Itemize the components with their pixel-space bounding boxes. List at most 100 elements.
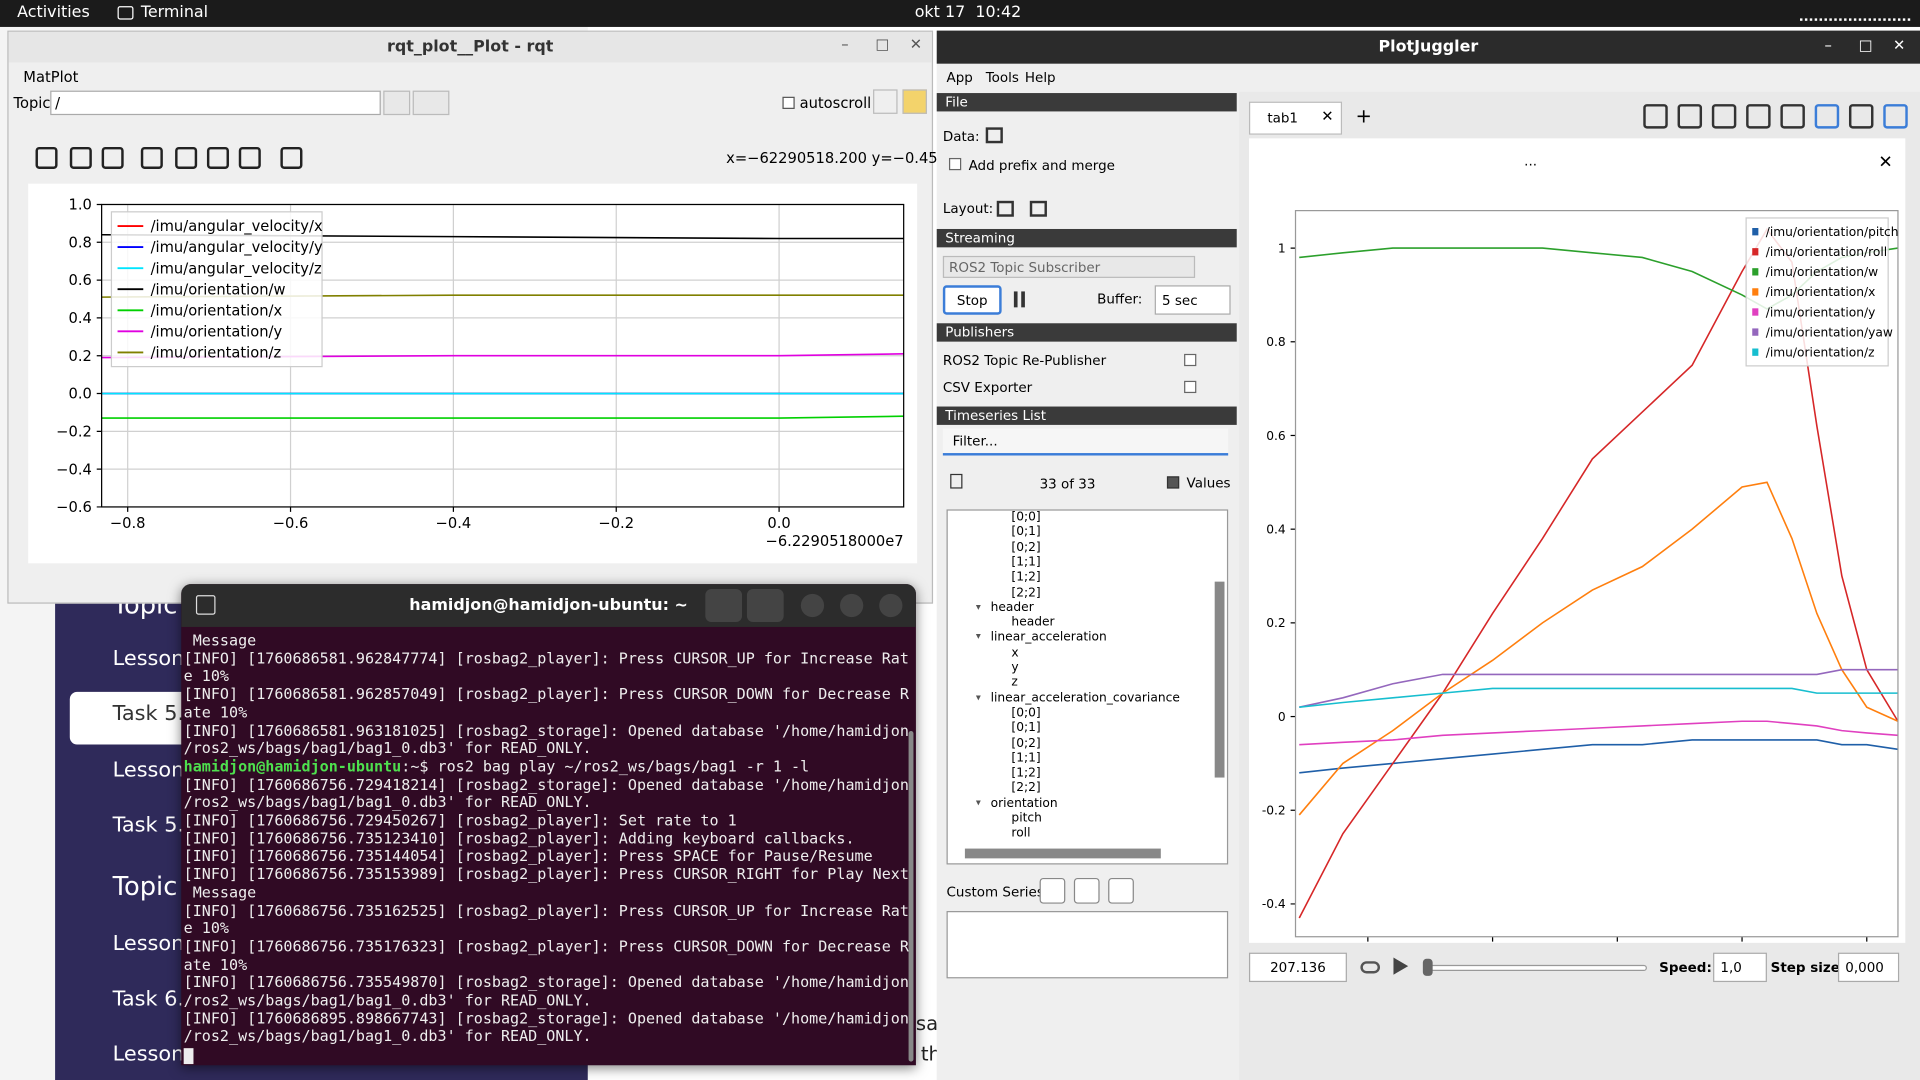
window-button[interactable]: □ [875,35,890,53]
tree-item[interactable]: [0;2] [1011,736,1041,750]
toolbar-button[interactable] [1711,104,1737,129]
tree-item[interactable]: header [990,600,1034,615]
slider-handle[interactable] [1422,958,1433,976]
stop-label: Stop [956,292,988,309]
toolbar-button[interactable] [35,146,58,169]
toolbar-button[interactable] [280,146,303,169]
window-button[interactable] [840,593,864,618]
tree-item[interactable]: x [1011,646,1019,660]
load-data[interactable] [985,127,1003,144]
toolbar-button[interactable] [1643,104,1668,129]
title-bar [8,31,932,63]
tree-item[interactable]: [0;0] [1011,706,1041,720]
topic-input[interactable]: / [50,90,381,116]
stop-button[interactable]: Stop [942,285,1002,315]
tree-item[interactable]: [1;1] [1011,555,1041,570]
sidebar-item[interactable]: Task 5. [112,701,185,727]
toolbar-button[interactable] [101,146,124,169]
load-layout[interactable] [996,200,1014,217]
source-select[interactable]: ROS2 Topic Subscriber [942,255,1196,278]
app-menu[interactable]: Terminal [140,3,209,23]
custom-button[interactable] [1108,877,1134,904]
clock[interactable]: okt 17 10:42 [914,3,1022,23]
speed-input[interactable]: 1,0 [1713,952,1767,983]
tree-item[interactable]: [1;2] [1011,570,1041,585]
tree-item[interactable]: [1;2] [1011,766,1041,781]
toolbar-button[interactable] [1746,104,1771,129]
pause-button[interactable] [873,89,898,114]
window-button[interactable]: – [841,35,849,53]
tree-item[interactable]: [0;1] [1011,721,1041,735]
menu-button[interactable] [746,588,784,623]
tree-item[interactable]: pitch [1011,811,1042,826]
remove-button[interactable] [412,90,450,116]
toolbar-button[interactable] [175,146,198,169]
tab[interactable]: tab1 ✕ [1248,101,1343,135]
sidebar-item[interactable]: Lesson [112,931,185,957]
sidebar-item[interactable]: Task 5. [112,813,185,838]
status-icons[interactable] [1800,6,1911,21]
tree-item[interactable]: orientation [990,796,1058,811]
tree-item[interactable]: [2;2] [1011,781,1041,796]
add-button[interactable] [383,90,411,116]
tree-item[interactable]: linear_acceleration_covariance [990,691,1180,705]
window-button[interactable] [879,593,903,618]
activities[interactable]: Activities [17,3,90,23]
menu-item[interactable]: Help [1024,69,1056,86]
values-check[interactable] [1166,476,1180,489]
window-button[interactable]: ✕ [909,35,923,53]
filter-input[interactable]: Filter... [942,428,1229,456]
play-button[interactable] [1393,957,1409,975]
tree-item[interactable]: [0;2] [1011,540,1041,555]
tree-item[interactable]: roll [1011,826,1031,841]
toolbar-button[interactable] [69,146,92,169]
toolbar-button[interactable] [1848,104,1874,129]
loop-button[interactable] [1360,961,1380,974]
step-input[interactable]: 0,000 [1837,952,1900,983]
tree-item[interactable]: header [1011,616,1055,630]
tree-item[interactable]: [1;1] [1011,751,1041,766]
new-tab[interactable] [195,595,216,615]
time-slider[interactable] [1424,964,1647,972]
buffer-input[interactable]: 5 sec [1154,285,1231,315]
sidebar-item[interactable]: Lesson [112,757,185,783]
tree-item[interactable]: [2;2] [1011,585,1041,600]
sidebar-item[interactable]: Topic [112,871,178,902]
sidebar-item[interactable]: Lesson [112,646,185,672]
window-button[interactable]: □ [1858,36,1873,54]
window-button[interactable]: – [1824,36,1832,54]
terminal-line: /ros2_ws/bags/bag1/bag1_0.db3' for READ_… [183,739,592,757]
toolbar-button[interactable] [206,146,229,169]
tree-item[interactable]: z [1011,676,1018,690]
publisher-check[interactable] [1184,353,1197,367]
tree-item[interactable]: [0;0] [1011,510,1041,525]
toolbar-button[interactable] [140,146,163,169]
delete-button[interactable] [950,473,963,489]
pause-button[interactable] [1013,291,1025,308]
toolbar-button[interactable] [238,146,261,169]
tree-item[interactable]: [0;1] [1011,525,1041,540]
sidebar-item[interactable]: Lesson [112,1042,185,1067]
window-button[interactable]: ✕ [1893,36,1906,54]
search-button[interactable] [705,588,743,623]
toolbar-button[interactable] [1883,104,1908,129]
toolbar-button[interactable] [1814,104,1840,129]
clear-button[interactable] [902,89,927,114]
toolbar-button[interactable] [1780,104,1805,129]
tree-item[interactable]: linear_acceleration [990,631,1107,645]
menu-item[interactable]: App [946,69,973,86]
prefix-check[interactable] [948,157,962,171]
custom-button[interactable] [1039,877,1066,904]
new-tab[interactable]: + [1355,104,1372,128]
save-layout[interactable] [1029,200,1047,217]
window-button[interactable] [800,593,825,618]
tab-label: tab1 [1267,110,1299,127]
terminal-line: hamidjon@hamidjon-ubuntu:~$ ros2 bag pla… [184,758,810,775]
custom-button[interactable] [1073,877,1100,904]
autoscroll-check[interactable] [782,96,795,109]
toolbar-button[interactable] [1677,104,1703,129]
y-tick-label: 1 [1278,241,1286,255]
publisher-check[interactable] [1184,380,1197,394]
menu-item[interactable]: Tools [985,69,1019,86]
tree-item[interactable]: y [1011,661,1019,675]
